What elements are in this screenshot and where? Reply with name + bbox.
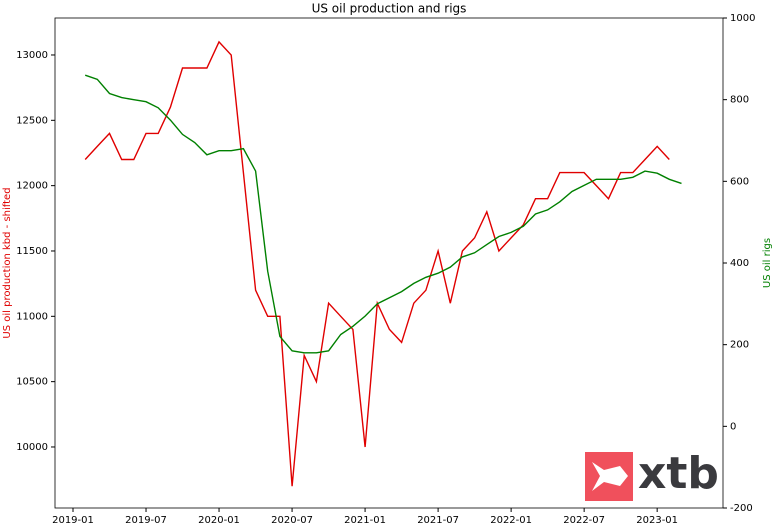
- y2-tick-label: 1000: [730, 13, 755, 24]
- y-tick-label: 13000: [16, 50, 48, 61]
- logo: xtb: [585, 448, 719, 501]
- x-tick-label: 2019-07: [125, 515, 167, 526]
- x-tick-label: 2021-07: [417, 515, 459, 526]
- logo-icon: [592, 462, 628, 491]
- y-tick-label: 11500: [16, 246, 48, 257]
- x-tick-label: 2020-07: [271, 515, 313, 526]
- x-tick-label: 2019-01: [52, 515, 94, 526]
- x-tick-label: 2022-07: [563, 515, 605, 526]
- y-tick-label: 10000: [16, 442, 48, 453]
- x-tick-label: 2020-01: [198, 515, 240, 526]
- y-tick-label: 11000: [16, 311, 48, 322]
- y-tick-label: 10500: [16, 377, 48, 388]
- plot-frame: [54, 17, 724, 509]
- y-axis-label: US oil production kbd - shifted: [2, 187, 13, 338]
- x-tick-label: 2021-01: [344, 515, 386, 526]
- chart-title: US oil production and rigs: [312, 2, 467, 16]
- series-line: [84, 74, 682, 354]
- y-tick-label: 12500: [16, 115, 48, 126]
- y2-tick-label: 600: [730, 176, 749, 187]
- y2-axis-label: US oil rigs: [762, 238, 773, 288]
- y2-tick-label: 0: [730, 421, 736, 432]
- y-tick-label: 12000: [16, 181, 48, 192]
- y2-tick-label: -200: [730, 503, 753, 514]
- series-line: [84, 40, 670, 487]
- logo-text: xtb: [638, 448, 719, 499]
- x-tick-label: 2022-01: [490, 515, 532, 526]
- y2-tick-label: 400: [730, 258, 749, 269]
- x-tick-label: 2023-01: [636, 515, 678, 526]
- y2-tick-label: 800: [730, 95, 749, 106]
- y2-tick-label: 200: [730, 340, 749, 351]
